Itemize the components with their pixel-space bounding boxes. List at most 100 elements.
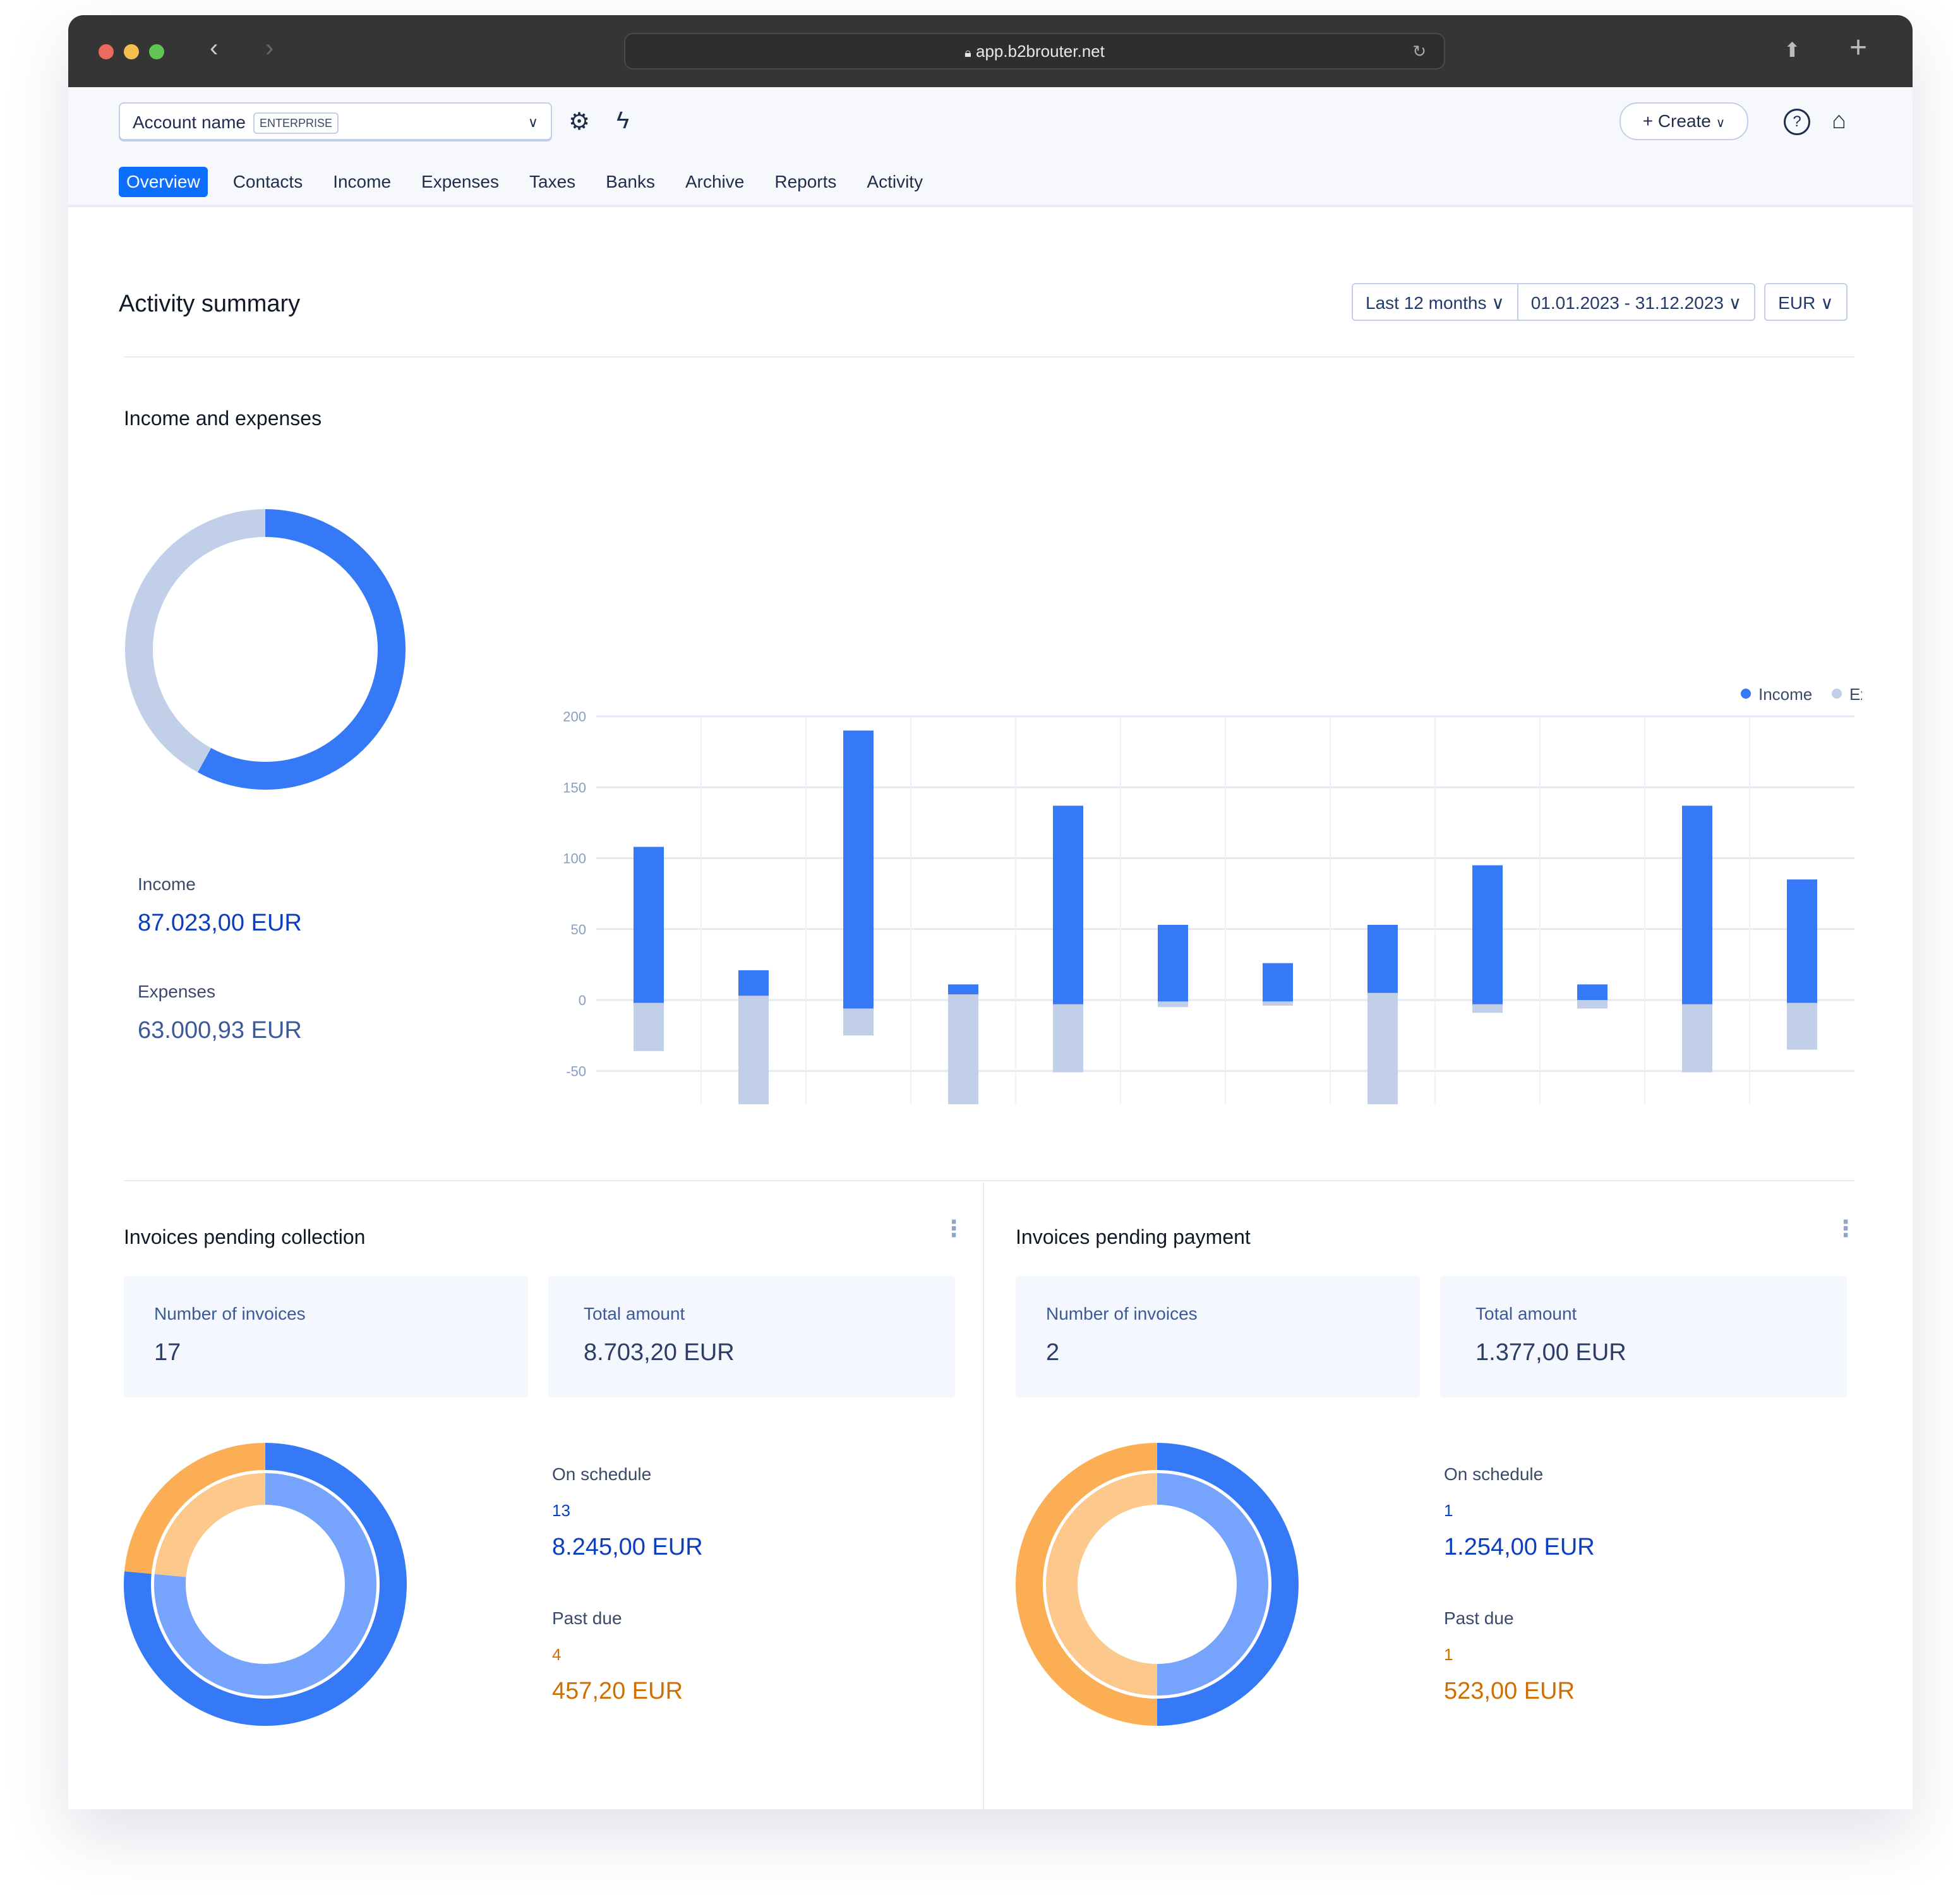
card-value: 1.377,00 EUR [1475,1339,1626,1366]
ring-gap [151,1470,380,1699]
expenses-bar [1472,1004,1503,1013]
expenses-bar [1787,1003,1817,1050]
period-select[interactable]: Last 12 months ∨ [1352,283,1518,321]
divider [124,1180,1854,1181]
forward-icon[interactable]: › [265,34,274,62]
tab-archive[interactable]: Archive [685,172,745,191]
close-window-button[interactable] [99,44,114,59]
new-tab-icon[interactable]: + [1849,31,1868,64]
expenses-bar [1053,1004,1083,1073]
income-bar [1682,805,1712,1004]
filters: Last 12 months ∨ 01.01.2023 - 31.12.2023… [1352,283,1848,321]
tab-expenses[interactable]: Expenses [421,172,499,191]
tab-banks[interactable]: Banks [606,172,655,191]
income-bar [843,730,874,1009]
address-bar[interactable]: 🔒︎ app.b2brouter.net ↻ [624,33,1445,69]
past-due-count: 4 [552,1645,562,1664]
expenses-bar [1263,1001,1293,1006]
y-tick-label: 0 [579,992,586,1008]
browser-titlebar: ‹ › 🔒︎ app.b2brouter.net ↻ ⬆ + [68,15,1913,87]
url-text: app.b2brouter.net [976,42,1105,61]
y-tick-label: 100 [563,851,586,867]
more-options-icon[interactable]: ⋮ [942,1215,965,1241]
account-name: Account name [133,112,246,132]
more-options-icon[interactable]: ⋮ [1834,1215,1857,1241]
panel-divider [983,1183,984,1809]
income-bar [1577,984,1607,1000]
income-arc [198,509,406,790]
legend-marker [1741,689,1751,699]
past-due-label: Past due [1444,1608,1514,1628]
share-icon[interactable]: ⬆ [1784,39,1801,61]
tab-reports[interactable]: Reports [774,172,837,191]
income-bar [1787,879,1817,1003]
currency-select[interactable]: EUR ∨ [1764,283,1848,321]
tab-income[interactable]: Income [333,172,392,191]
expenses-bar [1158,1001,1188,1008]
income-bar [1472,865,1503,1004]
account-selector[interactable]: Account name ENTERPRISE ∨ [119,102,552,140]
help-icon[interactable]: ? [1784,109,1810,135]
invoice-status-donut [1016,1443,1299,1726]
app-header: Account name ENTERPRISE ∨ ⚙ ϟ + Create ∨ … [68,87,1913,207]
income-value: 87.023,00 EUR [138,910,302,936]
income-label: Income [138,874,196,894]
on-schedule-arc [124,1443,407,1726]
legend-label: Income [1758,685,1812,704]
expenses-bar [738,996,769,1104]
expenses-bar [1367,992,1398,1104]
browser-window: ‹ › 🔒︎ app.b2brouter.net ↻ ⬆ + Account n… [68,15,1913,1809]
past-due-arc [124,1443,266,1574]
expenses-bar [1577,1000,1607,1009]
card-value: 17 [154,1339,181,1366]
card-label: Number of invoices [154,1304,306,1323]
minimize-window-button[interactable] [124,44,139,59]
past-due-amount: 523,00 EUR [1444,1678,1575,1704]
maximize-window-button[interactable] [149,44,164,59]
expenses-bar [948,994,978,1104]
card-label: Total amount [584,1304,685,1323]
invoice-count-card: Number of invoices 17 [124,1276,528,1397]
past-due-arc [1016,1443,1158,1726]
past-due-inner-arc [1046,1473,1158,1696]
income-bar [1367,925,1398,993]
chevron-down-icon: ∨ [1716,116,1726,130]
income-bar [1158,925,1188,1002]
tab-contacts[interactable]: Contacts [232,172,303,191]
past-due-amount: 457,20 EUR [552,1678,683,1704]
back-icon[interactable]: ‹ [210,34,219,62]
y-tick-label: 50 [571,922,586,937]
past-due-inner-arc [154,1473,266,1578]
section-title: Income and expenses [124,407,322,430]
legend-label: Expenses [1849,685,1862,704]
plan-badge: ENTERPRISE [253,112,339,134]
on-schedule-inner-arc [1157,1473,1268,1696]
expenses-bar [843,1008,874,1036]
gear-icon[interactable]: ⚙ [568,109,591,135]
date-range-select[interactable]: 01.01.2023 - 31.12.2023 ∨ [1518,283,1756,321]
ring-gap [1043,1470,1271,1699]
income-expenses-donut [125,509,406,790]
tab-taxes[interactable]: Taxes [529,172,576,191]
invoice-count-card: Number of invoices 2 [1016,1276,1420,1397]
on-schedule-label: On schedule [552,1464,652,1484]
tab-overview[interactable]: Overview [119,167,208,197]
y-tick-label: 150 [563,780,586,795]
create-label: + Create [1642,111,1711,131]
card-value: 2 [1046,1339,1060,1366]
expenses-label: Expenses [138,982,215,1001]
y-tick-label: -50 [566,1063,586,1079]
lock-icon: 🔒︎ [964,46,971,60]
expenses-arc [125,509,266,773]
income-bar [1053,805,1083,1004]
tab-activity[interactable]: Activity [867,172,923,191]
divider [124,356,1854,358]
create-button[interactable]: + Create ∨ [1619,102,1748,140]
invoice-status-donut [124,1443,407,1726]
lightning-icon[interactable]: ϟ [616,107,630,134]
page-title: Activity summary [119,291,301,317]
expenses-value: 63.000,93 EUR [138,1017,302,1044]
reload-icon[interactable]: ↻ [1412,42,1426,61]
user-icon[interactable]: ⌂ [1832,107,1846,134]
total-amount-card: Total amount 8.703,20 EUR [548,1276,955,1397]
